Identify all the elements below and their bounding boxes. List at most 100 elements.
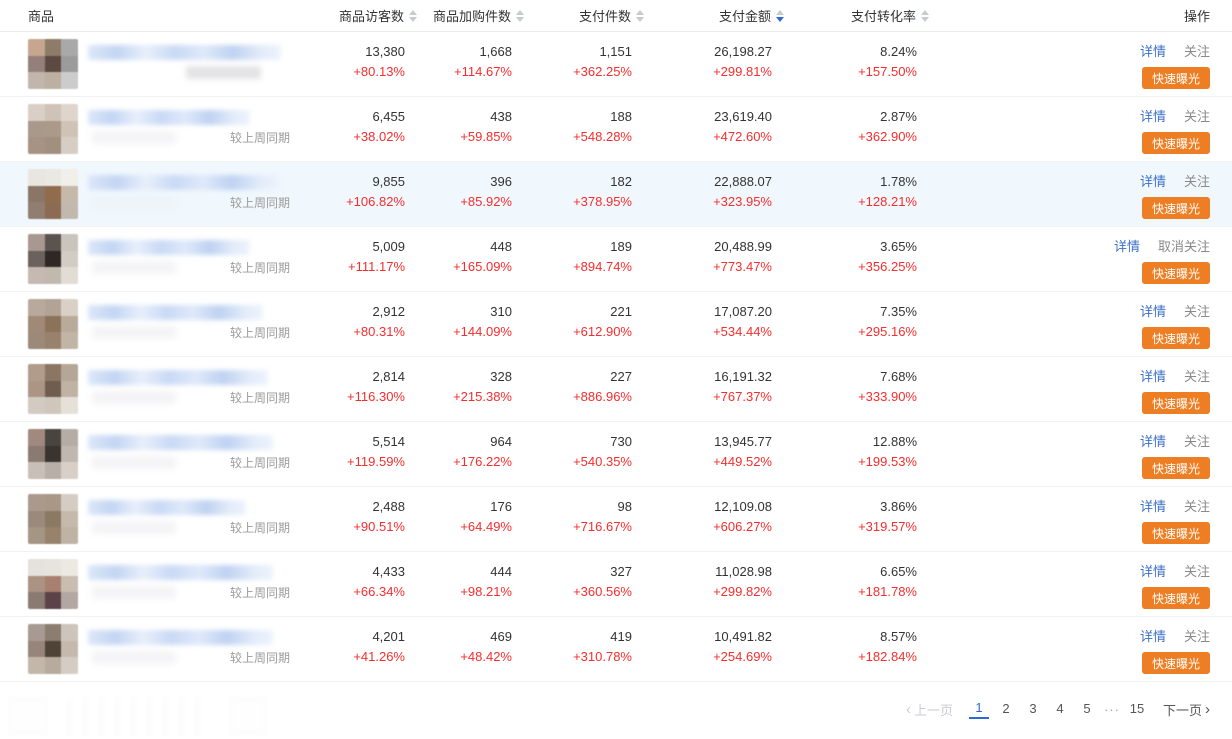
pagination-page-3[interactable]: 3	[1029, 701, 1037, 716]
follow-link[interactable]: 取消关注	[1157, 239, 1210, 254]
follow-link[interactable]: 关注	[1183, 499, 1210, 514]
metric-value: 2,814	[372, 369, 405, 384]
cart-items-cell: 469 +48.42%	[421, 617, 528, 681]
sort-icon[interactable]	[636, 9, 644, 22]
sort-icon[interactable]	[921, 9, 929, 22]
chevron-right-icon: ›	[1205, 700, 1210, 718]
product-title-blurred[interactable]	[88, 630, 273, 645]
product-image[interactable]	[28, 559, 78, 609]
quick-expose-button[interactable]: 快速曝光	[1141, 522, 1210, 544]
sort-icon[interactable]	[409, 9, 417, 22]
detail-link[interactable]: 详情	[1139, 304, 1166, 319]
image-pixel	[61, 575, 78, 593]
quick-expose-button[interactable]: 快速曝光	[1141, 67, 1210, 89]
product-image[interactable]	[28, 624, 78, 674]
quick-expose-button[interactable]: 快速曝光	[1141, 262, 1210, 284]
pagination-page-5[interactable]: 5	[1083, 701, 1091, 716]
quick-expose-button[interactable]: 快速曝光	[1141, 587, 1210, 609]
table-row: 较上周同期 2,912 +80.31% 310 +144.09% 221 +612.90% 1…	[0, 292, 1232, 357]
follow-link[interactable]: 关注	[1183, 369, 1210, 384]
column-header-payment-amount[interactable]: 支付金额	[648, 6, 788, 25]
follow-link[interactable]: 关注	[1183, 109, 1210, 124]
pagination-next-button[interactable]: 下一页 ›	[1163, 700, 1210, 719]
detail-link[interactable]: 详情	[1139, 174, 1166, 189]
metric-value: 5,514	[372, 434, 405, 449]
product-image[interactable]	[28, 39, 78, 89]
image-pixel	[28, 510, 45, 528]
image-pixel	[61, 104, 78, 121]
paid-items-cell: 730 +540.35%	[528, 422, 648, 486]
follow-link[interactable]: 关注	[1183, 174, 1210, 189]
blurred-subtext	[92, 326, 176, 339]
pagination-prev-label: 上一页	[913, 702, 953, 718]
detail-link[interactable]: 详情	[1139, 109, 1166, 124]
detail-link[interactable]: 详情	[1139, 499, 1166, 514]
product-image[interactable]	[28, 234, 78, 284]
pagination-page-4[interactable]: 4	[1056, 701, 1064, 716]
column-header-cart-items[interactable]: 商品加购件数	[421, 6, 528, 25]
column-header-visitors[interactable]: 商品访客数	[333, 6, 421, 25]
product-title-blurred[interactable]	[88, 565, 273, 580]
product-image[interactable]	[28, 494, 78, 544]
column-header-paid-items[interactable]: 支付件数	[528, 6, 648, 25]
follow-link[interactable]: 关注	[1183, 564, 1210, 579]
product-title-blurred[interactable]	[88, 240, 250, 255]
action-links: 详情 关注	[1140, 370, 1210, 384]
sort-icon[interactable]	[776, 9, 784, 22]
metric-value: 1,151	[599, 44, 632, 59]
paid-items-cell: 189 +894.74%	[528, 227, 648, 291]
product-info: 较上周同期	[88, 292, 333, 356]
pagination-ellipsis[interactable]: ···	[1103, 701, 1120, 717]
pagination-page-15[interactable]: 15	[1129, 701, 1145, 716]
follow-link[interactable]: 关注	[1183, 304, 1210, 319]
product-title-blurred[interactable]	[88, 45, 281, 60]
metric-change: +540.35%	[573, 454, 632, 469]
conversion-rate-cell: 7.35% +295.16%	[788, 292, 933, 356]
conversion-rate-cell: 1.78% +128.21%	[788, 162, 933, 226]
detail-link[interactable]: 详情	[1113, 239, 1140, 254]
image-pixel	[61, 234, 78, 251]
quick-expose-button[interactable]: 快速曝光	[1141, 197, 1210, 219]
product-title-blurred[interactable]	[88, 370, 268, 385]
quick-expose-button[interactable]: 快速曝光	[1141, 132, 1210, 154]
detail-link[interactable]: 详情	[1139, 629, 1166, 644]
product-image[interactable]	[28, 429, 78, 479]
quick-expose-button[interactable]: 快速曝光	[1141, 327, 1210, 349]
product-title-blurred[interactable]	[88, 435, 273, 450]
metric-change: +59.85%	[460, 129, 512, 144]
pagination-page-1[interactable]: 1	[968, 699, 989, 719]
column-header-conversion-rate[interactable]: 支付转化率	[788, 6, 933, 25]
detail-link[interactable]: 详情	[1139, 434, 1166, 449]
metric-value: 26,198.27	[714, 44, 772, 59]
actions-cell: 详情 取消关注快速曝光	[933, 227, 1232, 291]
quick-expose-button[interactable]: 快速曝光	[1141, 652, 1210, 674]
sort-icon[interactable]	[516, 9, 524, 22]
metric-value: 438	[490, 109, 512, 124]
detail-link[interactable]: 详情	[1139, 369, 1166, 384]
product-title-blurred[interactable]	[88, 110, 250, 125]
product-image[interactable]	[28, 364, 78, 414]
follow-link[interactable]: 关注	[1183, 44, 1210, 59]
metric-value: 8.57%	[880, 629, 917, 644]
product-image[interactable]	[28, 299, 78, 349]
metric-change: +116.30%	[347, 389, 405, 404]
follow-link[interactable]: 关注	[1183, 629, 1210, 644]
product-title-blurred[interactable]	[88, 175, 280, 190]
product-title-blurred[interactable]	[88, 500, 246, 515]
quick-expose-button[interactable]: 快速曝光	[1141, 457, 1210, 479]
metric-change: +254.69%	[713, 649, 772, 664]
image-pixel	[61, 559, 78, 576]
pagination-page-2[interactable]: 2	[1002, 701, 1010, 716]
metric-value: 12.88%	[872, 434, 917, 449]
product-title-blurred[interactable]	[88, 305, 263, 320]
metric-change: +66.34%	[353, 584, 405, 599]
image-pixel	[61, 55, 78, 73]
detail-link[interactable]: 详情	[1139, 564, 1166, 579]
product-image[interactable]	[28, 169, 78, 219]
metric-change: +773.47%	[713, 259, 772, 274]
detail-link[interactable]: 详情	[1139, 44, 1166, 59]
follow-link[interactable]: 关注	[1183, 434, 1210, 449]
visitors-cell: 13,380 +80.13%	[333, 32, 421, 96]
quick-expose-button[interactable]: 快速曝光	[1141, 392, 1210, 414]
product-image[interactable]	[28, 104, 78, 154]
